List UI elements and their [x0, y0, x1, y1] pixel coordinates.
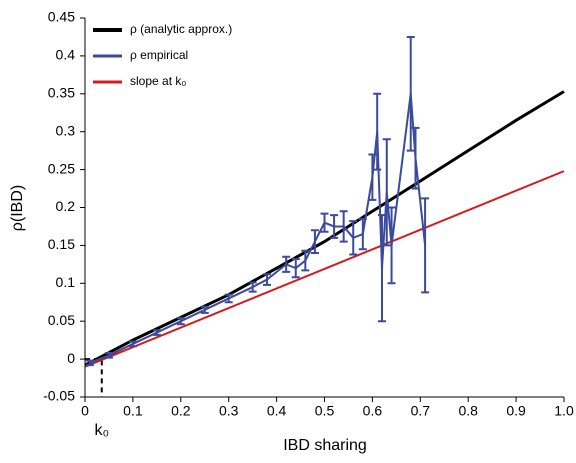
x-tick-label: 0.4	[267, 403, 287, 419]
y-axis-label: ρ(IBD)	[9, 185, 26, 231]
x-tick-label: 1.0	[554, 403, 574, 419]
y-tick-label: -0.05	[43, 388, 75, 404]
x-tick-label: 0.7	[411, 403, 431, 419]
series-line	[89, 93, 427, 364]
x-tick-label: 0.2	[171, 403, 191, 419]
x-tick-label: 0.9	[506, 403, 526, 419]
k0-label: k₀	[94, 422, 109, 439]
series-line	[84, 90, 565, 367]
x-axis-label: IBD sharing	[283, 437, 367, 454]
y-tick-label: 0.1	[56, 274, 76, 290]
x-tick-label: 0.6	[363, 403, 383, 419]
x-tick-label: 0.5	[315, 403, 335, 419]
legend-label: ρ (analytic approx.)	[130, 22, 232, 36]
x-tick-label: 0.8	[458, 403, 478, 419]
series-line	[84, 170, 565, 368]
y-tick-label: 0.4	[56, 47, 76, 63]
y-tick-label: 0.3	[56, 122, 76, 138]
legend-label: slope at k₀	[130, 74, 186, 88]
y-tick-label: 0	[67, 350, 75, 366]
y-tick-label: 0.05	[48, 312, 75, 328]
y-tick-label: 0.45	[48, 9, 75, 25]
y-tick-label: 0.35	[48, 85, 75, 101]
x-tick-label: 0.1	[123, 403, 143, 419]
y-tick-label: 0.2	[56, 198, 76, 214]
y-tick-label: 0.15	[48, 236, 75, 252]
y-tick-label: 0.25	[48, 160, 75, 176]
x-tick-label: 0.3	[219, 403, 239, 419]
legend-label: ρ empirical	[130, 48, 188, 62]
x-tick-label: 0	[81, 403, 89, 419]
